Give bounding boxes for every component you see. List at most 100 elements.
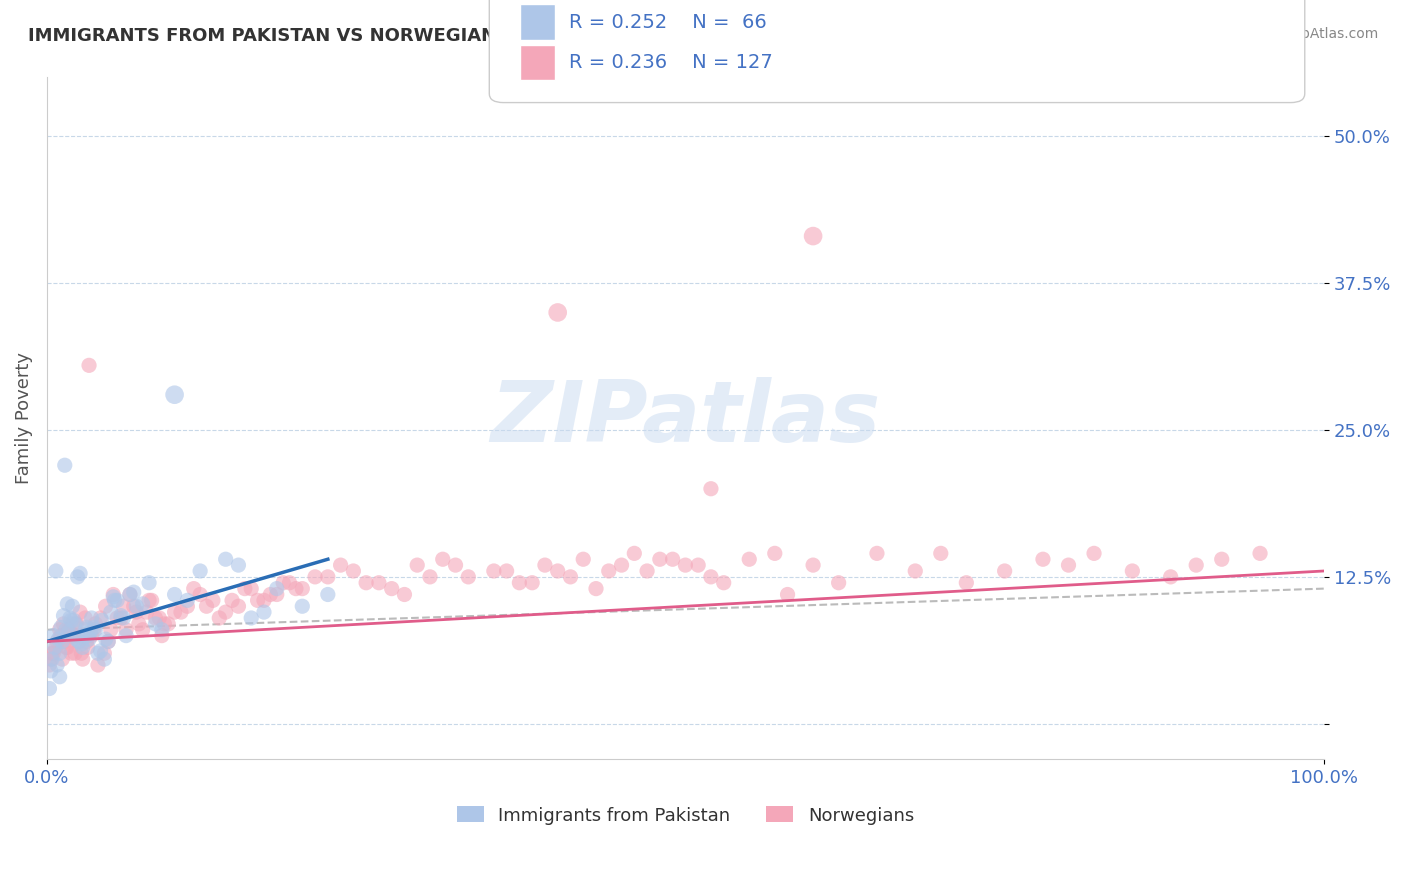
Point: [329, 558, 352, 573]
Point: [215, 605, 238, 619]
Point: [153, 616, 176, 631]
Point: [100, 623, 122, 637]
Point: [76, 620, 98, 634]
Point: [700, 570, 723, 584]
Point: [221, 593, 243, 607]
Point: [547, 305, 569, 319]
Point: [83, 620, 105, 634]
Point: [59, 611, 82, 625]
Point: [1249, 546, 1271, 560]
Point: [195, 599, 218, 614]
Point: [354, 575, 377, 590]
Point: [394, 587, 416, 601]
Point: [259, 587, 281, 601]
Point: [763, 546, 786, 560]
Point: [84, 623, 107, 637]
Point: [83, 623, 105, 637]
Point: [572, 552, 595, 566]
Point: [69, 605, 91, 619]
Point: [457, 570, 479, 584]
Point: [65, 632, 87, 647]
Point: [48, 670, 70, 684]
Point: [48, 646, 70, 660]
Point: [316, 570, 339, 584]
Point: [103, 587, 125, 601]
Point: [125, 599, 148, 614]
Point: [253, 593, 276, 607]
Point: [110, 611, 132, 625]
Point: [122, 599, 145, 614]
Point: [188, 564, 211, 578]
Text: IMMIGRANTS FROM PAKISTAN VS NORWEGIAN FAMILY POVERTY CORRELATION CHART: IMMIGRANTS FROM PAKISTAN VS NORWEGIAN FA…: [28, 27, 893, 45]
Point: [284, 582, 307, 596]
Point: [105, 593, 128, 607]
Point: [41, 646, 63, 660]
Point: [49, 620, 72, 634]
Point: [170, 605, 193, 619]
Point: [84, 616, 107, 631]
Point: [183, 582, 205, 596]
Point: [508, 575, 530, 590]
Point: [342, 564, 364, 578]
Point: [42, 629, 65, 643]
Point: [304, 570, 326, 584]
Point: [406, 558, 429, 573]
Point: [904, 564, 927, 578]
Point: [135, 605, 157, 619]
Point: [58, 623, 80, 637]
Point: [228, 599, 250, 614]
Point: [46, 634, 69, 648]
Point: [53, 458, 76, 473]
Point: [201, 593, 224, 607]
Point: [72, 652, 94, 666]
Point: [271, 575, 294, 590]
Point: [278, 575, 301, 590]
Point: [482, 564, 505, 578]
Point: [58, 625, 80, 640]
Point: [215, 552, 238, 566]
Point: [176, 593, 198, 607]
Point: [39, 664, 62, 678]
Point: [41, 652, 63, 666]
Point: [163, 587, 186, 601]
Point: [69, 566, 91, 581]
Point: [105, 611, 128, 625]
Point: [955, 575, 977, 590]
Point: [673, 558, 696, 573]
Point: [42, 646, 65, 660]
Point: [157, 616, 180, 631]
Point: [60, 613, 83, 627]
Point: [131, 623, 153, 637]
Point: [51, 634, 73, 648]
Point: [63, 616, 86, 631]
Point: [163, 388, 186, 402]
Point: [62, 613, 84, 627]
Point: [94, 599, 117, 614]
Point: [77, 632, 100, 647]
Point: [994, 564, 1017, 578]
Point: [62, 599, 84, 614]
Point: [560, 570, 582, 584]
Point: [76, 629, 98, 643]
Point: [610, 558, 633, 573]
Point: [72, 640, 94, 655]
Point: [51, 652, 73, 666]
Point: [89, 611, 111, 625]
Point: [827, 575, 849, 590]
Point: [93, 646, 115, 660]
Point: [444, 558, 467, 573]
Point: [75, 623, 97, 637]
Point: [45, 564, 67, 578]
Point: [67, 634, 90, 648]
Point: [534, 558, 557, 573]
Point: [150, 623, 173, 637]
Point: [76, 634, 98, 648]
Point: [801, 229, 824, 244]
Point: [1083, 546, 1105, 560]
Point: [1057, 558, 1080, 573]
Point: [60, 646, 83, 660]
Point: [623, 546, 645, 560]
Point: [118, 587, 141, 601]
Point: [598, 564, 620, 578]
Point: [122, 585, 145, 599]
